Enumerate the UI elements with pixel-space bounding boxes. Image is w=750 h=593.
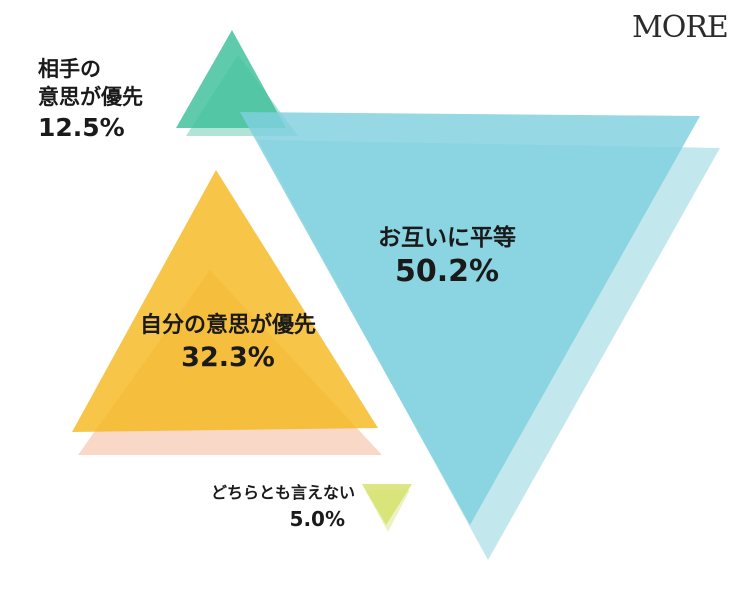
value-label-1: 12.5%: [38, 113, 125, 142]
category-label-2-line-1: お互いに平等: [378, 224, 516, 251]
more-logo: MORE: [632, 10, 729, 45]
value-label-4: 5.0%: [290, 507, 345, 531]
category-label-1-line-2: 意思が優先: [38, 85, 143, 109]
category-label-1-line-1: 相手の: [38, 57, 101, 81]
category-label-3-line-1: 自分の意思が優先: [140, 312, 316, 338]
triangle-4: [362, 484, 412, 525]
value-label-2: 50.2%: [395, 254, 499, 289]
triangle-2: [240, 112, 700, 525]
value-label-3: 32.3%: [181, 342, 275, 373]
category-label-4-line-1: どちらとも言えない: [211, 483, 355, 502]
chart-shapes: [72, 30, 720, 560]
triangle-3: [72, 170, 378, 432]
triangle-1: [176, 30, 286, 128]
